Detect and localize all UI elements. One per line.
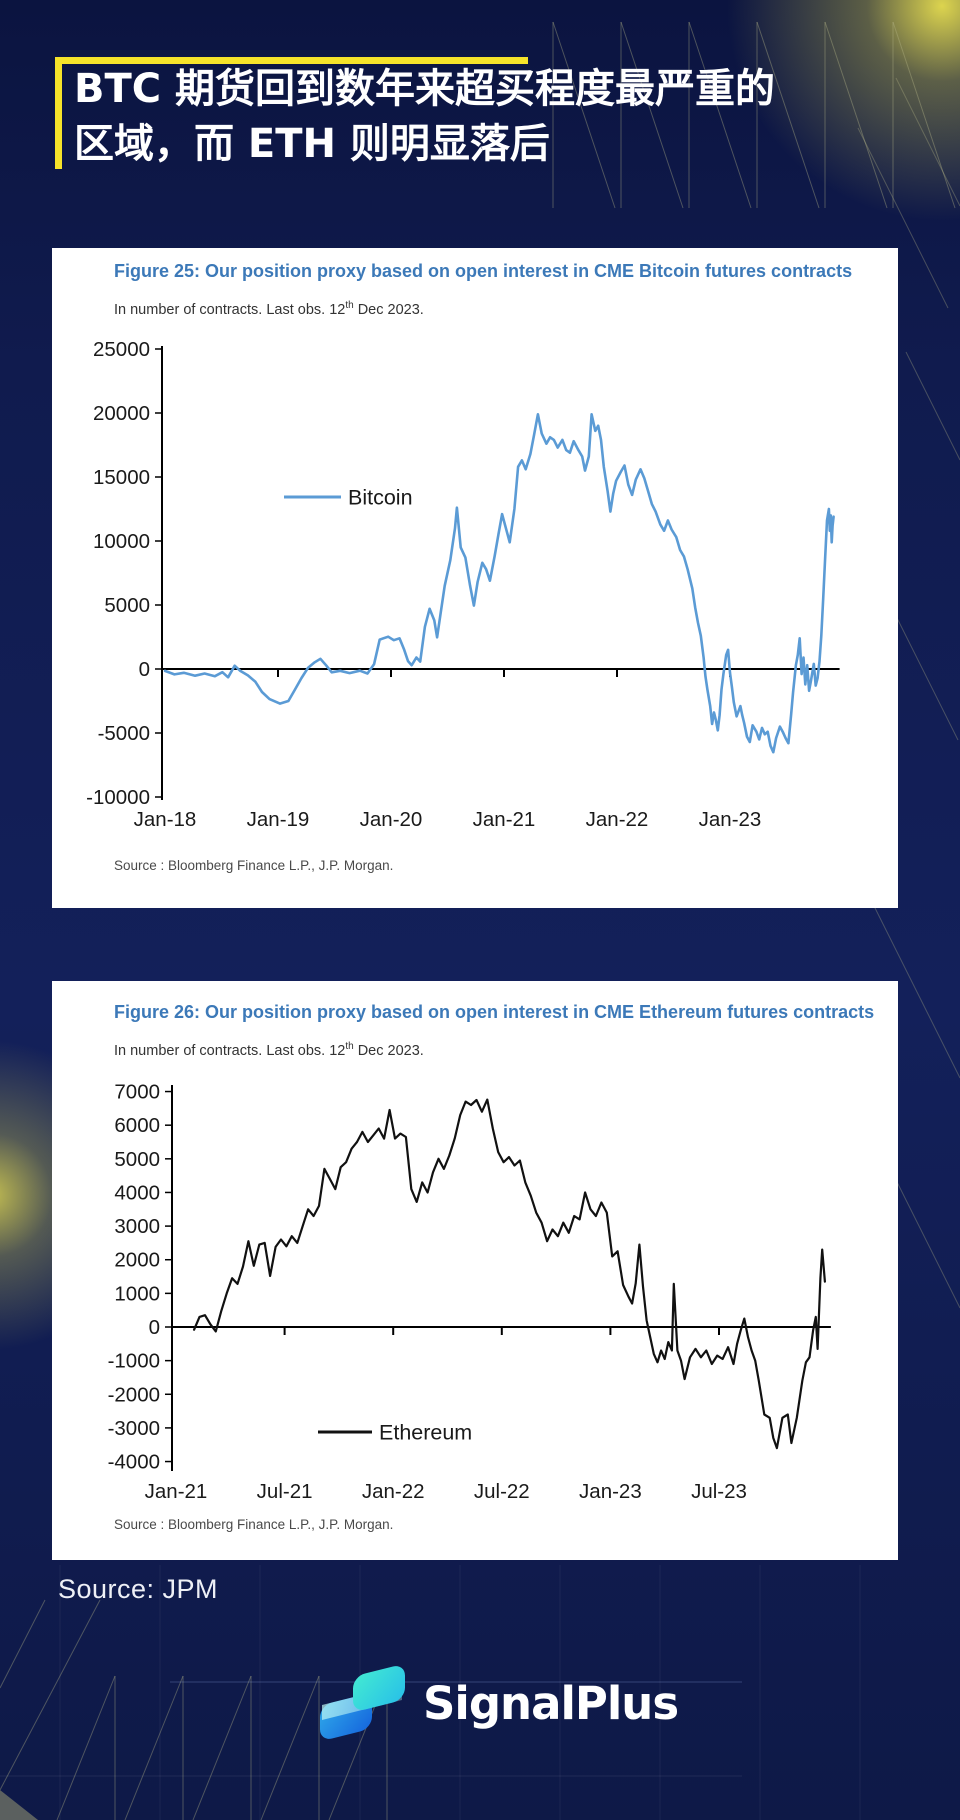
bitcoin-chart: 2500020000150001000050000-5000-10000Jan-… [86,338,840,831]
x-axis [162,668,840,677]
y-tick-label: 3000 [114,1215,160,1238]
x-tick-label: Jul-22 [474,1480,530,1503]
y-tick-label: 0 [139,658,150,681]
figure25-subtitle-date: Dec 2023. [353,301,424,318]
y-tick-label: -1000 [108,1350,160,1373]
x-tick-label: Jan-21 [473,808,536,831]
figure26-subtitle-text: In number of contracts. Last obs. 12 [114,1042,346,1059]
y-tick-label: -4000 [108,1451,160,1474]
bitcoin-series-line [163,413,835,754]
signalplus-logo-text: SignalPlus [423,1676,679,1730]
y-tick-label: -10000 [86,786,150,809]
y-tick-label: 1000 [114,1282,160,1305]
footer-source: Source: JPM [58,1574,219,1604]
x-tick-label: Jan-23 [699,808,762,831]
y-tick-label: -3000 [108,1417,160,1440]
x-axis [172,1326,831,1335]
legend: Ethereum [318,1421,472,1445]
y-axis: 7000 6000 5000 4000 3000 2000 1000 0 -1000 -2000 -… [108,1081,173,1474]
x-tick-label: Jan-19 [247,808,310,831]
signalplus-logo: SignalPlus [320,1663,679,1742]
page-title-line1: BTC 期货回到数年来超买程度最严重的 [74,66,776,112]
y-tick-label: 5000 [114,1148,160,1171]
x-tick-label: Jan-18 [134,808,197,831]
figure25-subtitle: In number of contracts. Last obs. 12th D… [114,300,424,318]
legend: Bitcoin [284,486,413,510]
y-tick-label: -5000 [98,722,150,745]
x-tick-label: Jan-20 [360,808,423,831]
y-tick-label: 15000 [93,466,150,489]
signalplus-wave-icon [320,1663,406,1742]
ethereum-series-line [193,1098,826,1450]
corner-triangle [0,1790,38,1820]
y-tick-label: 25000 [93,338,150,361]
legend-label: Ethereum [379,1421,472,1445]
x-tick-label: Jan-23 [579,1480,642,1503]
y-tick-label: 6000 [114,1114,160,1137]
title-accent-bar-top [55,57,528,64]
figure25-title: Figure 25: Our position proxy based on o… [114,261,853,281]
x-tick-label: Jul-23 [691,1480,747,1503]
x-tick-label: Jan-21 [145,1480,208,1503]
figure25-panel: 25000 20000 15000 10000 5000 0 -5000 -10000 Jan-… [52,248,898,908]
figure26-subtitle: In number of contracts. Last obs. 12th D… [114,1041,424,1059]
figure26-panel: 7000 6000 5000 4000 3000 2000 1000 0 -1000 -2000 -… [52,981,898,1560]
y-tick-label: 7000 [114,1081,160,1104]
y-tick-label: 2000 [114,1249,160,1272]
y-tick-label: 0 [149,1316,160,1339]
top-right-sail-lines [552,21,956,209]
x-tick-label: Jul-21 [257,1480,313,1503]
ethereum-chart: 7000 6000 5000 4000 3000 2000 1000 0 -1000 -2000 -… [108,1081,831,1503]
y-tick-label: 10000 [93,530,150,553]
y-tick-label: 4000 [114,1181,160,1204]
title-accent-bar-left [55,57,62,169]
figure25-subtitle-text: In number of contracts. Last obs. 12 [114,301,346,318]
figure26-title: Figure 26: Our position proxy based on o… [114,1002,875,1022]
y-axis: 25000 20000 15000 10000 5000 0 -5000 -10000 [86,338,163,809]
page-title-line2: 区域，而 ETH 则明显落后 [74,121,550,167]
figure26-source: Source : Bloomberg Finance L.P., J.P. Mo… [114,1517,394,1532]
x-tick-label: Jan-22 [586,808,649,831]
y-tick-label: 20000 [93,402,150,425]
corner-glow [727,0,960,221]
page-title: BTC 期货回到数年来超买程度最严重的 区域，而 ETH 则明显落后 [74,62,775,172]
figure26-subtitle-date: Dec 2023. [353,1042,424,1059]
figure25-subtitle-sup: th [345,300,354,311]
y-tick-label: -2000 [108,1383,160,1406]
figure25-source: Source : Bloomberg Finance L.P., J.P. Mo… [114,858,394,873]
figure26-subtitle-sup: th [345,1041,354,1052]
y-tick-label: 5000 [104,594,150,617]
legend-label: Bitcoin [348,486,413,510]
x-tick-label: Jan-22 [362,1480,425,1503]
